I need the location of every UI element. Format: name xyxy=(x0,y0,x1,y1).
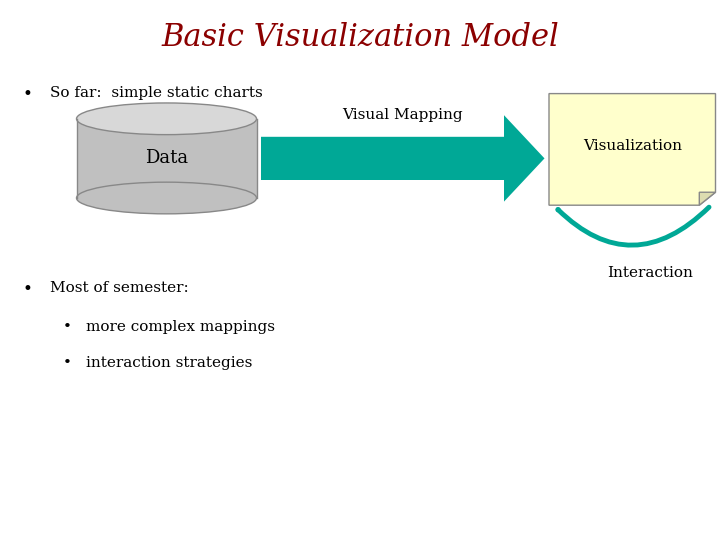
Text: •: • xyxy=(22,86,32,103)
Text: Most of semester:: Most of semester: xyxy=(50,281,188,295)
Polygon shape xyxy=(699,192,716,205)
Bar xyxy=(76,119,256,198)
Text: So far:  simple static charts: So far: simple static charts xyxy=(50,86,262,100)
Text: interaction strategies: interaction strategies xyxy=(86,356,252,370)
Text: more complex mappings: more complex mappings xyxy=(86,320,274,334)
Text: Visual Mapping: Visual Mapping xyxy=(343,109,463,123)
Text: •: • xyxy=(63,320,72,334)
Polygon shape xyxy=(261,115,544,201)
Ellipse shape xyxy=(76,103,256,134)
Ellipse shape xyxy=(76,182,256,214)
FancyArrowPatch shape xyxy=(558,207,709,245)
Text: Interaction: Interaction xyxy=(607,266,693,280)
Text: •: • xyxy=(22,281,32,298)
Text: Visualization: Visualization xyxy=(582,139,682,153)
Text: Basic Visualization Model: Basic Visualization Model xyxy=(161,22,559,52)
Text: Data: Data xyxy=(145,150,188,167)
Polygon shape xyxy=(549,93,716,205)
Text: •: • xyxy=(63,356,72,370)
